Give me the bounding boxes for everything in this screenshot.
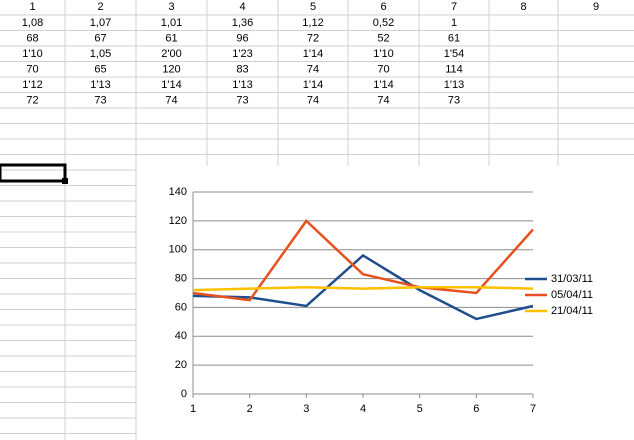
cell: 52 (377, 32, 389, 44)
cell: 70 (26, 63, 38, 75)
y-tick-label: 40 (175, 330, 187, 342)
cell: 1,01 (161, 17, 182, 29)
cell: 61 (165, 32, 177, 44)
cell: 73 (448, 94, 460, 106)
column-header: 4 (239, 1, 245, 13)
legend-label: 05/04/11 (551, 289, 593, 301)
y-tick-label: 80 (175, 272, 187, 284)
cell: 1,07 (90, 17, 111, 29)
cell: 74 (377, 94, 389, 106)
cell: 1'13 (232, 79, 252, 91)
y-tick-label: 60 (175, 301, 187, 313)
x-tick-label: 2 (247, 403, 253, 415)
cell: 0,52 (373, 17, 394, 29)
cell: 72 (307, 32, 319, 44)
y-tick-label: 120 (169, 215, 187, 227)
legend-label: 31/03/11 (551, 273, 593, 285)
series-line (192, 218, 534, 302)
cell: 1'14 (161, 79, 181, 91)
cell: 65 (94, 63, 106, 75)
y-tick-label: 20 (175, 359, 187, 371)
x-tick-label: 4 (360, 403, 366, 415)
y-tick-label: 100 (169, 244, 187, 256)
cell: 70 (377, 63, 389, 75)
cell: 120 (162, 63, 180, 75)
cell: 74 (307, 94, 319, 106)
cell: 1,05 (90, 48, 111, 60)
cell: 1'14 (373, 79, 393, 91)
cell: 74 (307, 63, 319, 75)
x-tick-label: 6 (473, 403, 479, 415)
cell: 74 (165, 94, 177, 106)
cell: 1 (451, 17, 457, 29)
cell: 73 (236, 94, 248, 106)
cell: 1'13 (444, 79, 464, 91)
cell: 1'10 (373, 48, 393, 60)
cell: 61 (448, 32, 460, 44)
column-header: 5 (310, 1, 316, 13)
column-header: 8 (520, 1, 526, 13)
cell: 1,08 (22, 17, 43, 29)
series-line (192, 285, 534, 292)
x-tick-label: 1 (190, 403, 196, 415)
cell: 1'54 (444, 48, 464, 60)
column-header: 1 (29, 1, 35, 13)
cell: 2'00 (161, 48, 181, 60)
cell: 1'13 (90, 79, 110, 91)
selected-cell[interactable] (0, 163, 67, 183)
column-header: 2 (97, 1, 103, 13)
series-line (192, 253, 534, 321)
y-tick-label: 140 (169, 186, 187, 198)
x-tick-label: 7 (530, 403, 536, 415)
column-header: 6 (380, 1, 386, 13)
cell: 1'12 (22, 79, 42, 91)
cell: 1'10 (22, 48, 42, 60)
cell: 114 (445, 63, 463, 75)
cell: 1'14 (303, 79, 323, 91)
cell: 83 (236, 63, 248, 75)
column-header: 9 (593, 1, 599, 13)
cell: 96 (236, 32, 248, 44)
fill-handle[interactable] (62, 178, 68, 184)
legend-label: 21/04/11 (551, 305, 593, 317)
cell: 73 (94, 94, 106, 106)
cell: 1,36 (232, 17, 253, 29)
chart-area[interactable] (137, 166, 634, 440)
cell: 68 (26, 32, 38, 44)
cell: 1'14 (303, 48, 323, 60)
column-header: 3 (168, 1, 174, 13)
cell: 72 (26, 94, 38, 106)
cell: 1'23 (232, 48, 252, 60)
y-tick-label: 0 (181, 388, 187, 400)
cell: 1,12 (302, 17, 323, 29)
x-tick-label: 3 (303, 403, 309, 415)
column-header: 7 (451, 1, 457, 13)
cell: 67 (94, 32, 106, 44)
x-tick-label: 5 (417, 403, 423, 415)
